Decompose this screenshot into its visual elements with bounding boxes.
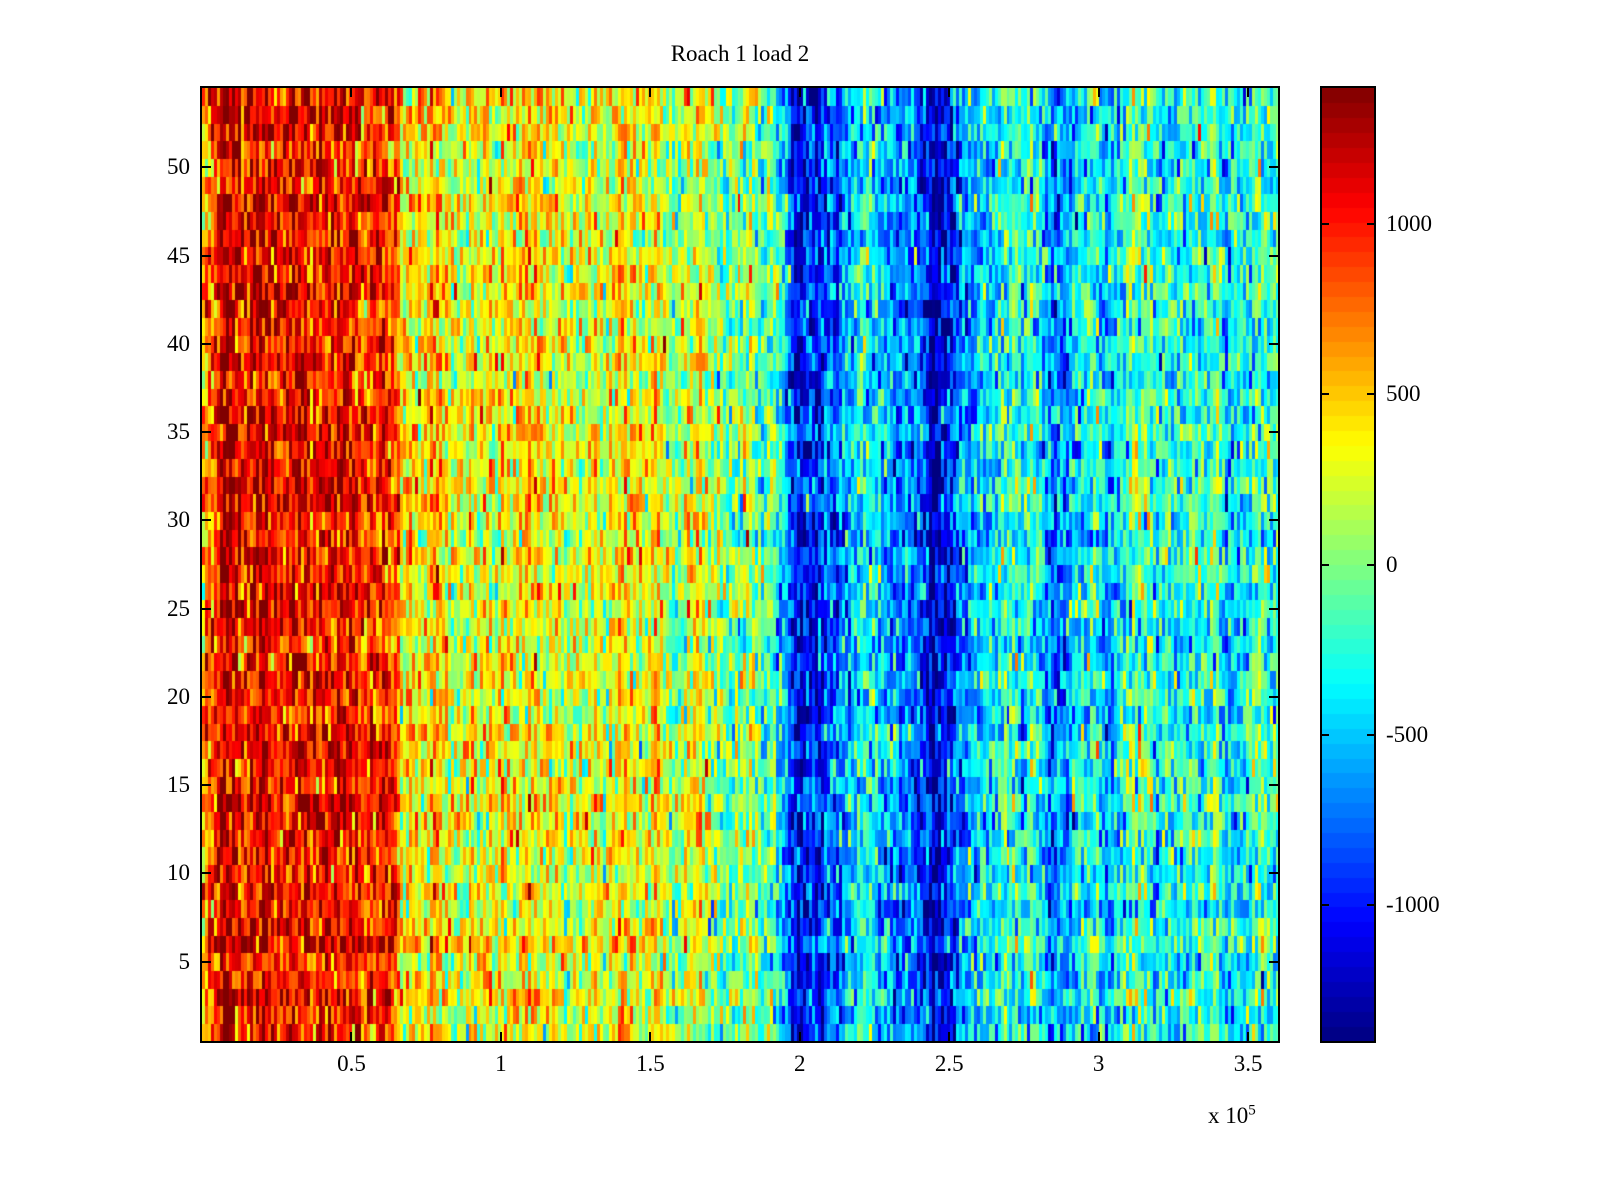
colorbar-tick-label: 500 [1386,381,1421,407]
colorbar-tick-mark [1320,563,1329,566]
colorbar-tick-mark [1367,733,1376,736]
colorbar-tick-label: -500 [1386,721,1429,747]
x-tick-label: 1 [495,1051,507,1076]
x-tick-label: 1.5 [635,1051,665,1076]
y-tick-label: 40 [167,330,190,356]
colorbar-tick-mark [1367,563,1376,566]
y-tick-mark [200,784,211,787]
y-tick-mark [200,431,211,434]
y-tick-label: 45 [167,242,190,268]
y-tick-mark [1269,960,1280,963]
x-tick-label: 3 [1092,1051,1105,1076]
x-axis-exponent-label: x 105 [1208,1102,1256,1128]
chart-title: Roach 1 load 2 [670,41,810,66]
y-tick-mark [1269,784,1280,787]
y-tick-mark [200,695,211,698]
colorbar-tick-label: 0 [1386,551,1398,577]
x-exponent-mantissa: x 10 [1208,1103,1249,1128]
y-tick-mark [200,254,211,257]
y-tick-label: 30 [167,507,190,533]
y-tick-mark [1269,607,1280,610]
x-tick-label: 3.5 [1233,1051,1263,1076]
x-tick-mark [798,1032,801,1043]
y-tick-mark [1269,695,1280,698]
y-tick-mark [200,607,211,610]
y-tick-mark [200,872,211,875]
x-tick-mark [350,1032,353,1043]
y-tick-mark [1269,342,1280,345]
y-tick-mark [200,519,211,522]
x-tick-mark [1097,86,1100,97]
x-tick-mark [1247,1032,1250,1043]
y-tick-mark [1269,431,1280,434]
heatmap-axes[interactable] [200,86,1280,1043]
y-tick-label: 20 [167,683,190,709]
x-tick-mark [798,86,801,97]
x-tick-mark [1097,1032,1100,1043]
x-tick-label: 0.5 [337,1051,366,1076]
colorbar-tick-mark [1367,903,1376,906]
x-tick-mark [649,1032,652,1043]
y-tick-mark [200,166,211,169]
x-tick-mark [350,86,353,97]
y-tick-mark [1269,166,1280,169]
y-tick-mark [200,960,211,963]
y-tick-label: 15 [167,772,190,798]
y-tick-mark [1269,519,1280,522]
x-tick-mark [948,1032,951,1043]
colorbar-gradient [1322,88,1374,1041]
y-tick-label: 35 [167,419,190,445]
x-tick-mark [1247,86,1250,97]
y-tick-mark [1269,872,1280,875]
y-tick-label: 10 [167,860,190,886]
colorbar-tick-label: -1000 [1386,891,1440,917]
heatmap-image [202,88,1278,1041]
colorbar-tick-mark [1320,733,1329,736]
x-tick-mark [499,1032,502,1043]
x-tick-mark [649,86,652,97]
y-tick-label: 25 [167,595,190,621]
x-tick-mark [499,86,502,97]
y-tick-mark [1269,254,1280,257]
x-tick-label: 2 [794,1051,806,1076]
x-tick-label: 2.5 [934,1051,964,1076]
colorbar-tick-mark [1320,903,1329,906]
colorbar-tick-mark [1320,393,1329,396]
colorbar-tick-mark [1367,393,1376,396]
y-tick-mark [200,342,211,345]
y-tick-label: 5 [178,948,191,974]
x-tick-mark [948,86,951,97]
colorbar-tick-mark [1367,223,1376,226]
x-exponent-power: 5 [1248,1102,1256,1119]
colorbar-tick-mark [1320,223,1329,226]
colorbar-tick-label: 1000 [1386,211,1432,237]
y-tick-label: 50 [167,154,190,180]
